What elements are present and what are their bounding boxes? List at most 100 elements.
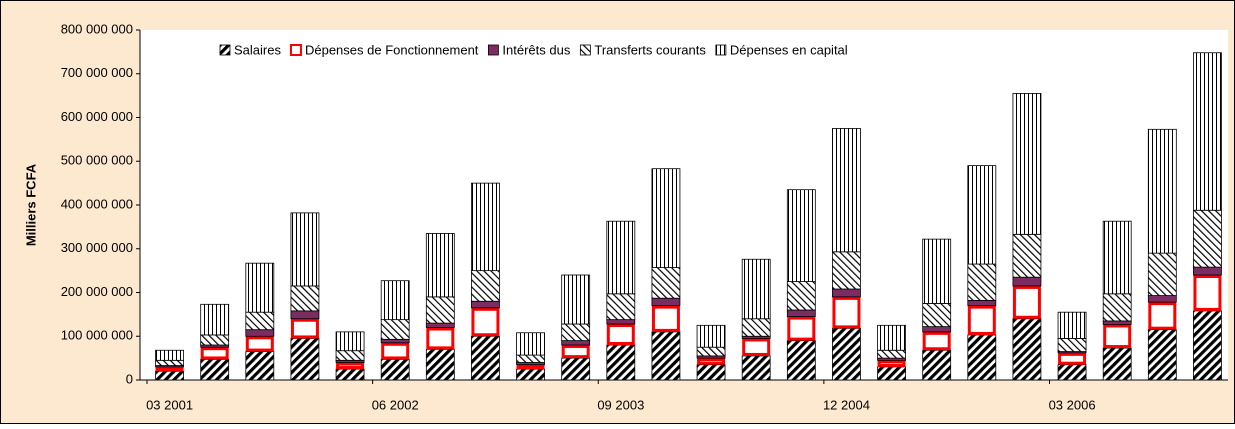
bar-segment bbox=[606, 319, 636, 325]
bar-segment bbox=[832, 128, 861, 253]
bar-segment bbox=[245, 311, 275, 331]
bar-segment bbox=[200, 359, 230, 381]
bar-segment bbox=[561, 357, 591, 381]
bar-segment bbox=[651, 168, 681, 268]
bar-segment bbox=[877, 366, 906, 381]
bar-segment bbox=[786, 189, 816, 282]
bar-segment bbox=[877, 360, 906, 367]
bar-segment bbox=[200, 303, 230, 336]
bar-segment bbox=[290, 310, 320, 320]
y-tick-label: 500 000 000 bbox=[61, 153, 133, 168]
bar-segment bbox=[245, 336, 274, 352]
bar-segment bbox=[516, 332, 545, 356]
bar-segment bbox=[155, 366, 184, 372]
bar-segment bbox=[516, 364, 545, 370]
y-axis-title: Milliers FCFA bbox=[23, 163, 38, 246]
x-tick-label: 03 2006 bbox=[1049, 397, 1096, 412]
legend-label: Dépenses en capital bbox=[730, 42, 848, 57]
bar-segment bbox=[1193, 209, 1222, 268]
bar-segment bbox=[787, 316, 816, 341]
bar-segment bbox=[380, 280, 410, 321]
bar-segment bbox=[1147, 329, 1177, 381]
legend-label: Dépenses de Fonctionnement bbox=[305, 42, 479, 57]
bar-segment bbox=[1102, 347, 1132, 381]
bar-segment bbox=[561, 340, 591, 346]
bar-segment bbox=[1147, 252, 1177, 296]
y-tick-label: 600 000 000 bbox=[61, 109, 133, 124]
bar-segment bbox=[381, 342, 410, 360]
bar-segment bbox=[1057, 364, 1087, 381]
y-tick-label: 700 000 000 bbox=[61, 65, 133, 80]
bar-segment bbox=[155, 359, 184, 366]
bar-segment bbox=[380, 319, 410, 340]
bar-segment bbox=[561, 274, 591, 325]
bar-segment bbox=[380, 359, 410, 381]
bar-segment bbox=[1193, 310, 1222, 381]
legend-swatch bbox=[289, 44, 302, 56]
bar-segment bbox=[516, 368, 545, 381]
y-tick-label: 300 000 000 bbox=[61, 240, 133, 255]
bar-segment bbox=[471, 335, 500, 381]
bar-segment bbox=[922, 326, 952, 333]
bar-segment bbox=[922, 238, 952, 304]
bar-segment bbox=[1058, 352, 1087, 365]
bar-segment bbox=[786, 309, 816, 317]
bar-segment bbox=[290, 285, 320, 312]
legend-swatch bbox=[219, 44, 231, 56]
bar-segment bbox=[832, 327, 861, 381]
bar-segment bbox=[245, 262, 275, 313]
x-tick-label: 09 2003 bbox=[597, 397, 644, 412]
bar-segment bbox=[335, 368, 365, 381]
bar-segment bbox=[1012, 233, 1042, 278]
bar-segment bbox=[1147, 128, 1177, 254]
bar-segment bbox=[832, 251, 861, 290]
bar-segment bbox=[922, 331, 951, 351]
bar-segment bbox=[741, 318, 771, 337]
bar-segment bbox=[922, 303, 952, 328]
bar-segment bbox=[696, 346, 726, 357]
legend-box bbox=[212, 40, 1127, 62]
y-tick-label: 400 000 000 bbox=[61, 196, 133, 211]
bar-segment bbox=[245, 351, 275, 381]
bar-segment bbox=[741, 258, 771, 320]
bar-segment bbox=[651, 305, 680, 332]
bar-segment bbox=[425, 322, 455, 328]
legend-label: Intérêts dus bbox=[502, 42, 570, 57]
bar-segment bbox=[425, 233, 455, 298]
bar-segment bbox=[200, 334, 230, 346]
y-tick-label: 800 000 000 bbox=[61, 21, 133, 36]
bar-segment bbox=[290, 318, 319, 339]
bar-segment bbox=[922, 349, 952, 381]
bar-segment bbox=[1193, 266, 1222, 276]
bar-segment bbox=[426, 327, 455, 350]
bar-segment bbox=[877, 324, 906, 351]
legend-swatch bbox=[715, 44, 727, 56]
bar-segment bbox=[1012, 318, 1042, 381]
bar-segment bbox=[606, 344, 636, 381]
y-tick-label: 200 000 000 bbox=[61, 284, 133, 299]
bar-segment bbox=[245, 329, 275, 337]
bar-segment bbox=[651, 267, 681, 299]
bar-segment bbox=[335, 350, 365, 361]
bar-segment bbox=[832, 288, 861, 298]
bar-segment bbox=[200, 347, 229, 360]
bar-segment bbox=[155, 370, 184, 381]
bar-segment bbox=[651, 331, 681, 381]
x-tick-label: 06 2002 bbox=[372, 397, 419, 412]
bar-segment bbox=[516, 354, 545, 363]
y-tick-label: 100 000 000 bbox=[61, 328, 133, 343]
bar-segment bbox=[1147, 295, 1177, 303]
bar-segment bbox=[1012, 93, 1042, 235]
bar-segment bbox=[471, 182, 500, 272]
bar-segment bbox=[696, 324, 726, 348]
bar-segment bbox=[380, 338, 410, 344]
plot-area bbox=[140, 30, 1228, 380]
bar-segment bbox=[967, 334, 997, 381]
bar-segment bbox=[786, 281, 816, 311]
bar-segment bbox=[471, 270, 500, 302]
bar-segment bbox=[877, 349, 906, 359]
legend-label: Transferts courants bbox=[594, 42, 706, 57]
bar-segment bbox=[606, 220, 636, 295]
legend-swatch bbox=[579, 44, 591, 56]
